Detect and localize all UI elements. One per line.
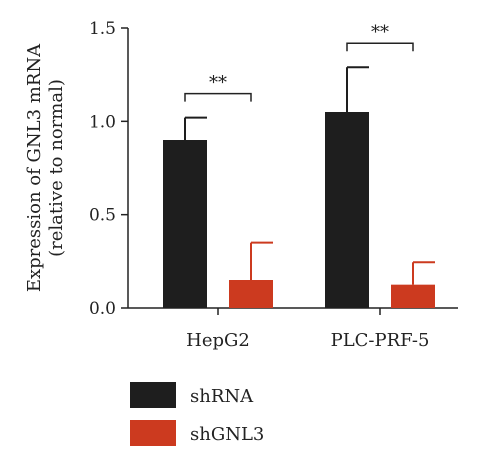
y-tick-label: 0.0 [89, 299, 116, 319]
significance-label: ** [209, 73, 227, 94]
bar-shGNL3-HepG2 [229, 280, 273, 308]
bar-shRNA-PLC-PRF-5 [325, 112, 369, 308]
significance-bracket [184, 92, 252, 102]
significance-bracket [346, 42, 414, 52]
y-tick-label: 1.5 [89, 19, 116, 39]
legend: shRNA shGNL3 [130, 382, 264, 446]
y-axis-label-line1: Expression of GNL3 mRNA [24, 43, 45, 292]
x-tick-label: HepG2 [186, 330, 250, 351]
y-tick-label: 0.5 [89, 206, 116, 226]
legend-swatch-shGNL3 [130, 420, 176, 446]
significance-label: ** [371, 22, 389, 43]
legend-swatch-shRNA [130, 382, 176, 408]
x-tick-label: PLC-PRF-5 [331, 330, 430, 351]
legend-label-shRNA: shRNA [190, 386, 254, 407]
bars [163, 42, 435, 308]
labels: 0.0 0.5 1.0 1.5 Expression of GNL3 mRNA (rela… [24, 19, 429, 351]
legend-label-shGNL3: shGNL3 [190, 424, 264, 445]
y-axis-label-line2: (relative to normal) [46, 79, 67, 257]
bar-shGNL3-PLC-PRF-5 [391, 284, 435, 308]
y-tick-label: 1.0 [89, 112, 116, 132]
bar-shRNA-HepG2 [163, 140, 207, 308]
